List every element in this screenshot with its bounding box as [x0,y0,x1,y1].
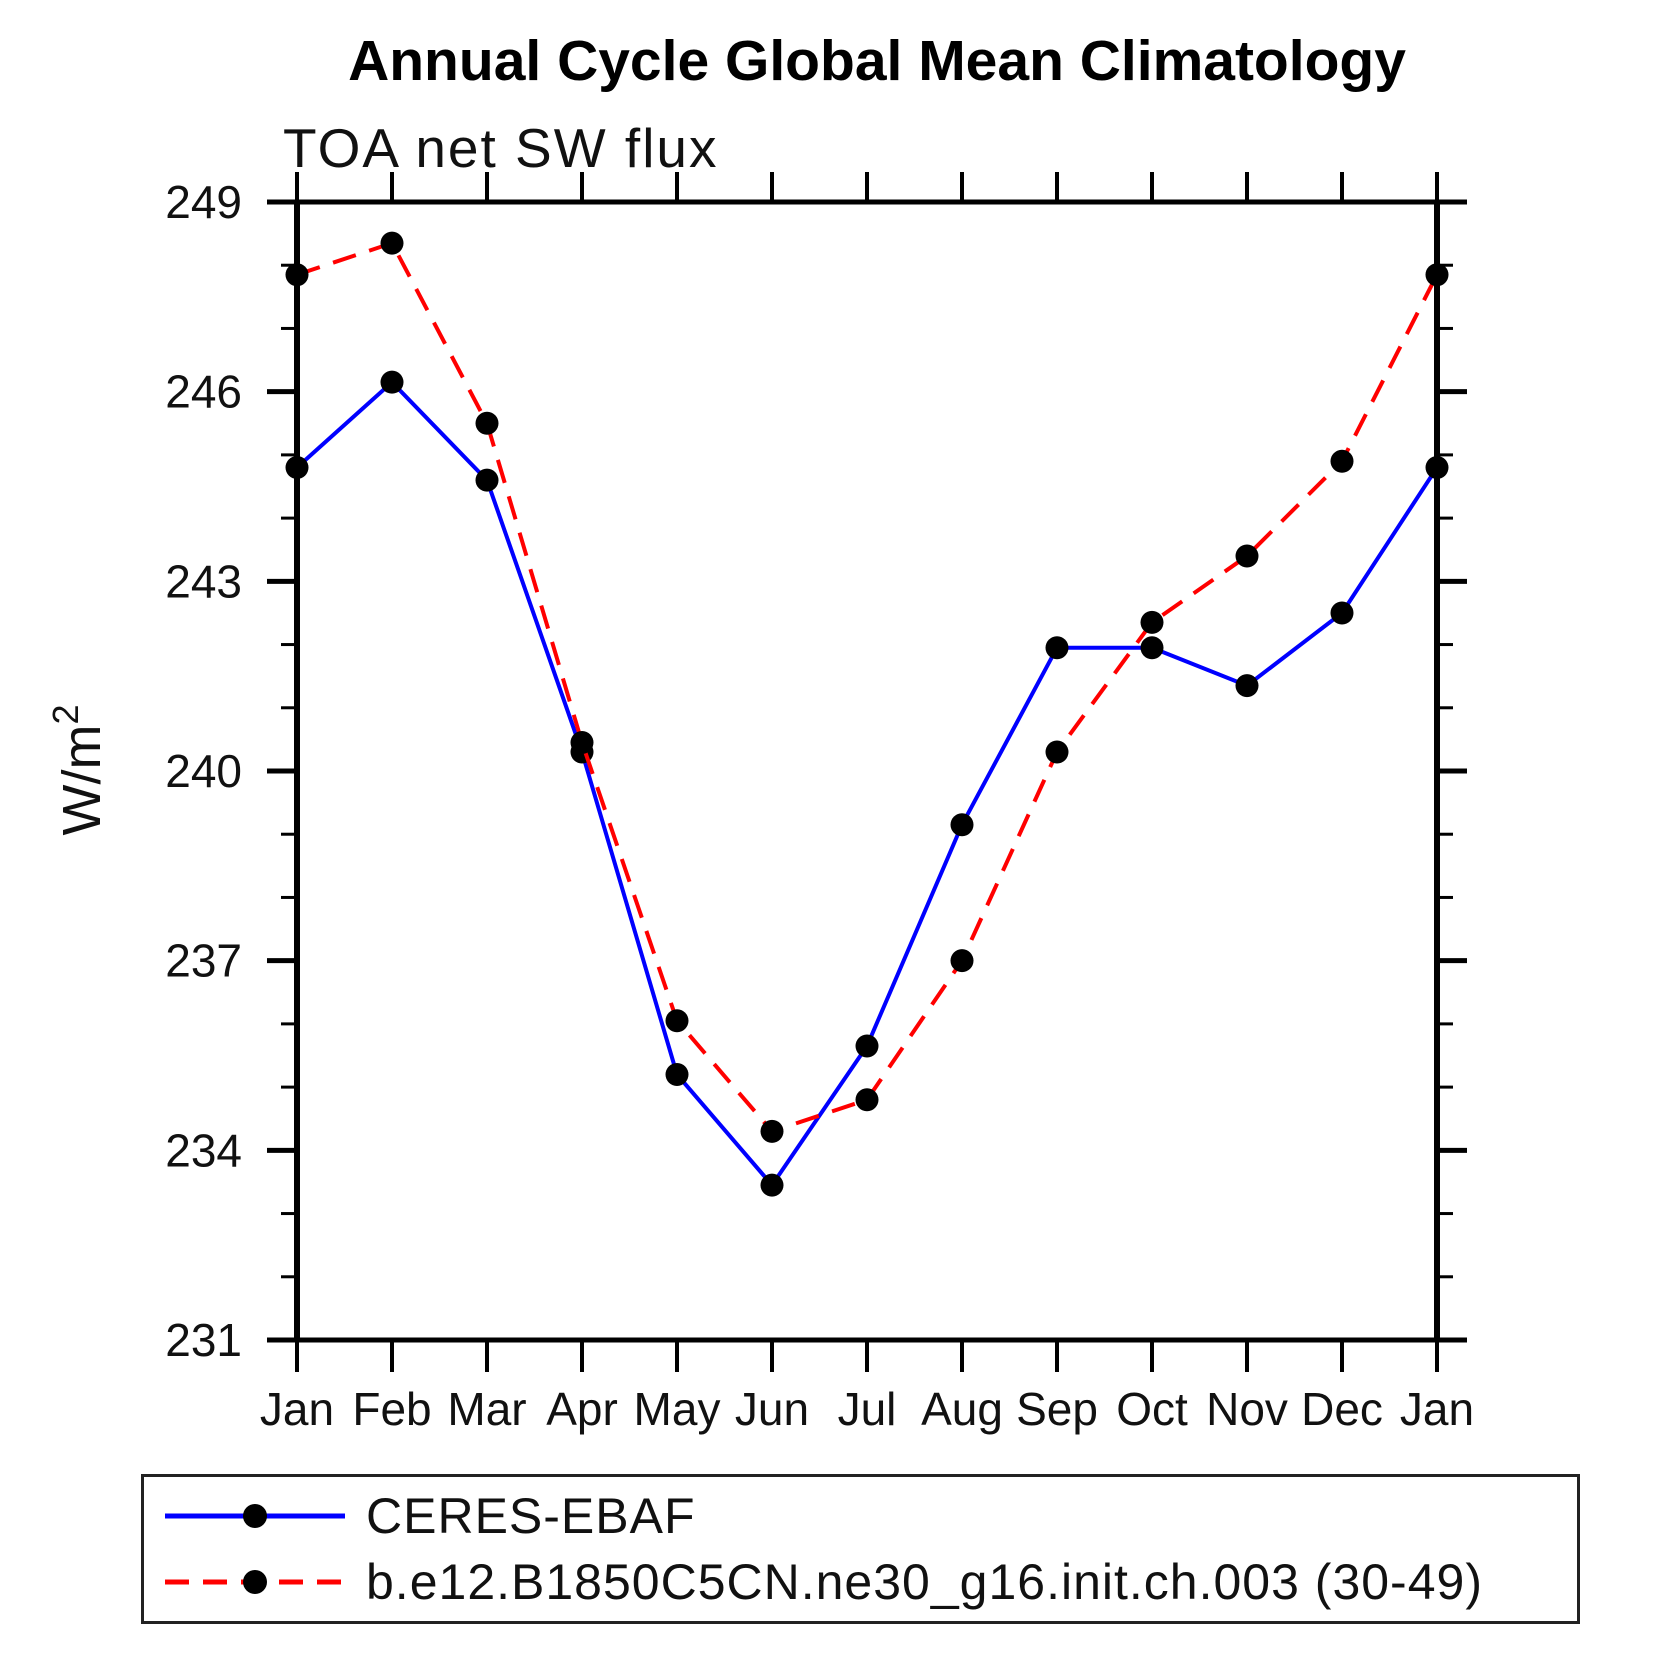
data-point [1330,449,1354,473]
data-point [380,231,404,255]
data-point [665,1062,689,1086]
x-tick-label: Apr [546,1383,618,1435]
x-tick-label: Jan [260,1383,334,1435]
data-point [285,456,309,480]
x-tick-label: Jul [838,1383,897,1435]
legend-label-observation: CERES-EBAF [366,1488,696,1544]
data-point [1425,263,1449,287]
data-point [475,468,499,492]
data-point [285,263,309,287]
legend-item-model: b.e12.B1850C5CN.ne30_g16.init.ch.003 (30… [144,1554,1577,1610]
data-point [950,813,974,837]
data-point [1330,601,1354,625]
series-markers-0 [285,370,1449,1197]
data-point [1045,636,1069,660]
x-tick-label: Aug [921,1383,1003,1435]
data-point [1140,610,1164,634]
x-tick-label: Feb [352,1383,431,1435]
legend-box: CERES-EBAF b.e12.B1850C5CN.ne30_g16.init… [141,1474,1580,1624]
x-tick-label: Oct [1116,1383,1188,1435]
legend-dashed-line-sample [165,1570,345,1594]
axes [267,199,1466,1343]
data-point [950,949,974,973]
y-tick-label: 243 [165,555,242,607]
data-point [855,1088,879,1112]
legend-item-observation: CERES-EBAF [144,1488,1577,1544]
data-point [760,1173,784,1197]
x-tick-label: Nov [1206,1383,1288,1435]
data-point [380,370,404,394]
y-tick-label: 246 [165,366,242,418]
x-tick-label: Mar [447,1383,526,1435]
y-ticks [267,199,1467,1343]
data-point [1425,456,1449,480]
x-tick-label: May [634,1383,721,1435]
y-tick-labels: 231 234 237 240 243 246 249 [165,176,242,1366]
data-point [1235,674,1259,698]
y-tick-label: 237 [165,935,242,987]
data-point [760,1119,784,1143]
y-tick-label: 231 [165,1314,242,1366]
y-tick-label: 249 [165,176,242,228]
y-tick-label: 234 [165,1124,242,1176]
legend-solid-line-sample [165,1504,345,1528]
x-tick-labels: Jan Feb Mar Apr May Jun Jul Aug Sep Oct Nov Dec Jan [260,1383,1474,1435]
data-point [855,1034,879,1058]
series-line-1 [296,240,1439,1134]
y-axis-label: W/m2 [45,705,112,836]
x-ticks [295,172,1439,1372]
data-point [1045,740,1069,764]
data-point [475,411,499,435]
series-markers-1 [285,231,1449,1143]
data-point [665,1009,689,1033]
chart-subtitle: TOA net SW flux [283,117,719,179]
x-tick-label: Jan [1400,1383,1474,1435]
legend-label-model: b.e12.B1850C5CN.ne30_g16.init.ch.003 (30… [366,1554,1483,1610]
data-point [1140,636,1164,660]
x-tick-label: Dec [1301,1383,1383,1435]
series-line-0 [295,379,1439,1189]
data-point [570,731,594,755]
chart-title: Annual Cycle Global Mean Climatology [348,29,1406,93]
x-tick-label: Jun [735,1383,809,1435]
x-tick-label: Sep [1016,1383,1098,1435]
y-tick-label: 240 [165,745,242,797]
data-point [1235,544,1259,568]
